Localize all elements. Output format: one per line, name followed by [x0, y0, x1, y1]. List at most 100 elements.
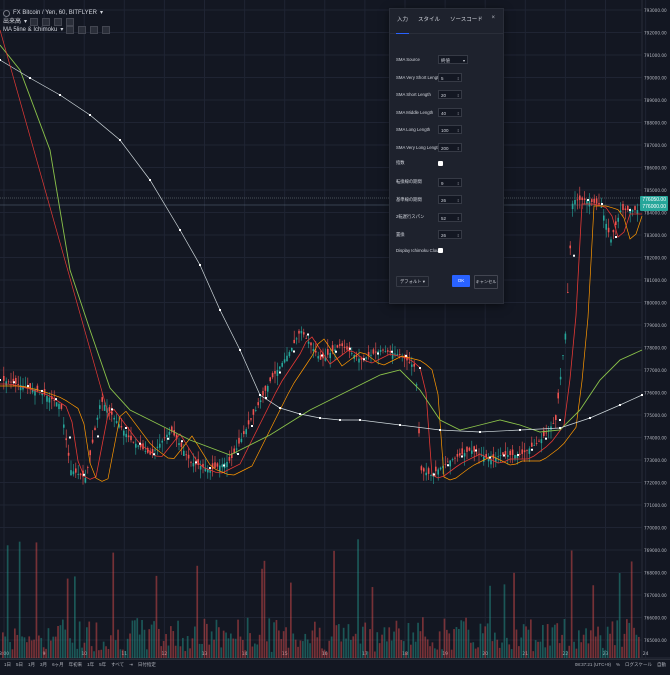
- clock[interactable]: 08:37:21 (UTC+9): [574, 662, 611, 667]
- ma-marker: [0, 59, 1, 61]
- auto-scale-toggle[interactable]: 自動: [657, 662, 666, 667]
- number-input[interactable]: 20: [438, 90, 462, 100]
- volume-bar: [167, 645, 170, 658]
- number-input[interactable]: 9: [438, 177, 462, 188]
- number-input[interactable]: 26: [438, 195, 462, 205]
- checkbox[interactable]: [438, 247, 443, 253]
- settings-field-label: SMA Short Length: [396, 92, 431, 97]
- range-button[interactable]: 5年: [99, 662, 107, 667]
- volume-bar: [83, 642, 86, 658]
- volume-row[interactable]: 出来高 ▾: [3, 17, 111, 27]
- time-tick-label: 23: [603, 651, 609, 657]
- volume-bar: [54, 636, 57, 658]
- settings-field-label: SMA Very Long Length: [396, 144, 440, 150]
- candle-body: [135, 443, 137, 448]
- close-icon[interactable]: [54, 17, 63, 26]
- number-input[interactable]: 26: [438, 230, 462, 240]
- volume-bar: [107, 648, 110, 658]
- eye-icon[interactable]: [66, 26, 75, 35]
- number-input[interactable]: 40: [438, 107, 462, 118]
- candle-body: [144, 450, 147, 452]
- range-button[interactable]: 1月: [28, 662, 36, 667]
- goto-date-button[interactable]: 日付指定: [137, 662, 156, 667]
- volume-bar: [160, 646, 163, 658]
- percent-toggle[interactable]: %: [615, 662, 620, 667]
- number-input[interactable]: 200: [438, 142, 462, 153]
- indicator-row[interactable]: MA 5line & Ichimoku ▾: [3, 26, 111, 35]
- source-select[interactable]: 終値: [438, 55, 468, 65]
- candle-body: [583, 198, 586, 200]
- range-button[interactable]: 3月: [40, 662, 48, 667]
- range-button[interactable]: 6ヶ月: [52, 662, 64, 667]
- volume-bar: [239, 636, 242, 658]
- volume-bar: [398, 628, 400, 658]
- candle-body: [411, 364, 413, 367]
- candle-body: [180, 442, 183, 447]
- candle-body: [252, 409, 255, 415]
- tab-inputs[interactable]: 入力: [395, 9, 410, 34]
- price-tick-label: 769000.00: [644, 548, 667, 553]
- number-input[interactable]: 52: [438, 212, 462, 223]
- candle-body: [267, 386, 269, 392]
- time-tick-label: 19: [442, 651, 448, 657]
- settings-field: SMA Very Long Length 200: [396, 142, 501, 153]
- price-tick-label: 766000.00: [644, 616, 667, 621]
- volume-bar: [117, 629, 119, 658]
- volume-bar: [357, 539, 359, 658]
- ma-marker: [517, 454, 519, 456]
- candle-body: [497, 456, 499, 458]
- settings-icon[interactable]: [78, 26, 87, 35]
- tab-source-code[interactable]: ソースコード: [450, 17, 483, 23]
- number-input[interactable]: 100: [438, 125, 462, 135]
- volume-bar: [11, 649, 14, 658]
- volume-bar: [98, 650, 100, 658]
- volume-bar: [621, 646, 623, 658]
- chevron-down-icon[interactable]: ▾: [60, 27, 64, 33]
- time-tick-label: 21: [522, 651, 528, 657]
- candle-body: [360, 358, 363, 360]
- eye-icon[interactable]: [30, 17, 39, 26]
- cancel-button[interactable]: キャンセル: [474, 275, 498, 289]
- volume-bar: [266, 641, 268, 658]
- candle-body: [111, 411, 113, 415]
- settings-icon[interactable]: [42, 17, 51, 26]
- range-button[interactable]: 1年: [87, 662, 95, 667]
- checkbox[interactable]: [438, 160, 443, 166]
- ok-button[interactable]: OK: [452, 275, 470, 287]
- volume-bar: [268, 618, 271, 658]
- close-icon[interactable]: ×: [491, 15, 495, 21]
- volume-bar: [287, 647, 290, 658]
- volume-bar: [196, 565, 199, 658]
- goto-date-icon[interactable]: ⇥: [129, 662, 133, 667]
- candle-body: [159, 443, 161, 448]
- volume-bar: [201, 643, 203, 658]
- range-button[interactable]: 年初来: [68, 662, 83, 667]
- candle-body: [255, 410, 257, 411]
- range-button[interactable]: すべて: [111, 662, 125, 667]
- ma-very-long-line: [0, 59, 643, 433]
- volume-bar: [28, 636, 31, 658]
- close-icon[interactable]: [90, 26, 99, 35]
- indicator-settings-dialog: 入力 スタイル ソースコード × SMA Source 終値 SMA Very Sh…: [389, 8, 504, 304]
- candle-body: [562, 355, 564, 356]
- ma-marker: [479, 431, 481, 433]
- more-icon[interactable]: [66, 17, 75, 26]
- volume-bar: [246, 617, 249, 658]
- range-button[interactable]: 1日: [4, 662, 12, 667]
- tab-style[interactable]: スタイル: [418, 17, 441, 23]
- defaults-button[interactable]: デフォルト ▾: [396, 276, 429, 287]
- volume-bar: [359, 643, 362, 658]
- ma-marker: [195, 461, 197, 464]
- more-icon[interactable]: [102, 26, 111, 35]
- symbol-row[interactable]: FX Bitcoin / Yen, 60, BITFLYER ▾: [3, 9, 111, 18]
- number-input[interactable]: 5: [438, 72, 462, 83]
- chevron-down-icon[interactable]: ▾: [24, 18, 28, 25]
- range-button[interactable]: 5日: [16, 662, 24, 667]
- ma-marker: [619, 404, 621, 406]
- chevron-down-icon[interactable]: ▾: [99, 10, 103, 16]
- candle-body: [72, 471, 75, 475]
- log-scale-toggle[interactable]: ログスケール: [625, 662, 652, 667]
- candle-body: [408, 361, 411, 363]
